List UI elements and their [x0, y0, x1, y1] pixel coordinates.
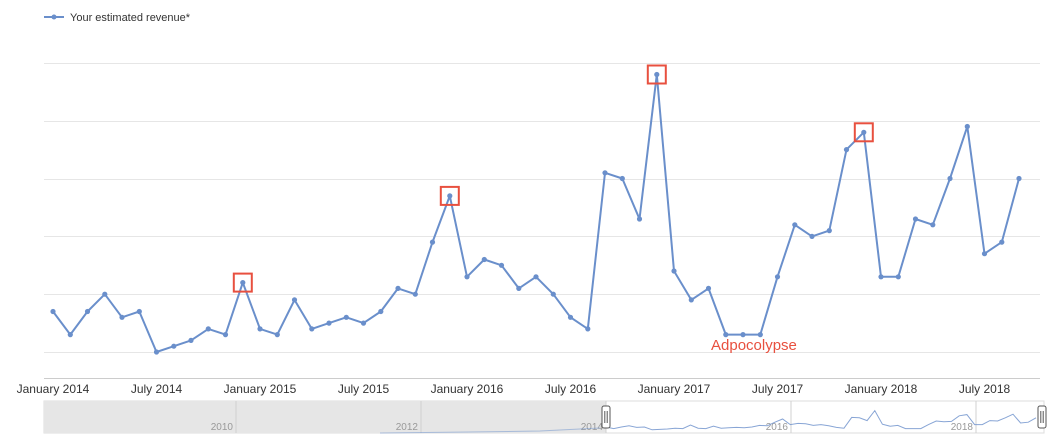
legend[interactable]: Your estimated revenue* [44, 12, 191, 24]
data-point[interactable] [533, 274, 539, 280]
x-tick-label: July 2014 [131, 382, 183, 396]
data-point[interactable] [636, 216, 643, 222]
data-point[interactable] [119, 314, 125, 320]
navigator-year-label: 2018 [951, 422, 974, 433]
data-point[interactable] [395, 285, 401, 291]
legend-marker-icon [51, 14, 57, 20]
data-point[interactable] [964, 123, 970, 130]
data-point[interactable] [153, 349, 160, 355]
data-point[interactable] [498, 262, 505, 268]
data-point[interactable] [240, 280, 246, 286]
navigator-year-label: 2014 [581, 422, 604, 433]
data-point[interactable] [188, 337, 194, 343]
navigator-unselected-mask [44, 401, 606, 433]
navigator-year-label: 2012 [396, 422, 419, 433]
x-tick-label: January 2016 [431, 382, 504, 396]
data-point[interactable] [1016, 175, 1022, 182]
data-point[interactable] [102, 291, 108, 297]
data-point[interactable] [378, 308, 384, 315]
navigator-history-line [379, 427, 601, 434]
x-tick-label: January 2018 [845, 382, 918, 396]
data-point[interactable] [136, 308, 142, 315]
series-revenue [50, 71, 1022, 355]
data-point[interactable] [792, 222, 798, 228]
data-point[interactable] [464, 274, 470, 280]
highlight-box [853, 122, 874, 143]
data-point[interactable] [481, 256, 487, 263]
data-point[interactable] [809, 233, 815, 239]
series-line [52, 73, 1020, 353]
grid-lines [44, 63, 1040, 379]
data-point[interactable] [740, 332, 746, 338]
legend-label: Your estimated revenue* [70, 12, 191, 24]
data-point[interactable] [343, 314, 349, 320]
data-point[interactable] [999, 239, 1005, 245]
data-point[interactable] [757, 332, 763, 338]
data-point[interactable] [84, 308, 91, 315]
data-point[interactable] [567, 314, 574, 320]
data-point[interactable] [550, 291, 556, 297]
navigator-handle-start[interactable] [601, 405, 611, 429]
data-point[interactable] [291, 297, 298, 303]
x-tick-label: January 2017 [638, 382, 711, 396]
annotation-adpocolypse: Adpocolypse [711, 337, 797, 354]
data-point[interactable] [895, 274, 901, 280]
x-tick-label: January 2014 [17, 382, 90, 396]
data-point[interactable] [705, 285, 712, 291]
data-point[interactable] [429, 239, 436, 245]
x-tick-label: July 2015 [338, 382, 390, 396]
data-point[interactable] [878, 274, 884, 280]
highlight-box [232, 272, 253, 293]
data-point[interactable] [654, 71, 660, 78]
data-point[interactable] [171, 343, 177, 349]
data-point[interactable] [309, 326, 315, 332]
navigator-handle-end[interactable] [1037, 405, 1047, 429]
x-tick-label: July 2017 [752, 382, 804, 396]
x-tick-label: January 2015 [224, 382, 297, 396]
data-point[interactable] [412, 291, 418, 297]
data-point[interactable] [930, 222, 936, 228]
data-point[interactable] [602, 170, 608, 176]
x-tick-label: July 2016 [545, 382, 597, 396]
data-point[interactable] [843, 147, 850, 153]
data-point[interactable] [688, 297, 694, 303]
navigator-year-label: 2010 [211, 422, 234, 433]
data-point[interactable] [205, 326, 211, 332]
navigator-year-label: 2016 [766, 422, 789, 433]
data-point[interactable] [619, 175, 625, 182]
highlight-markers [232, 64, 874, 293]
data-point[interactable] [222, 332, 229, 338]
data-point[interactable] [326, 320, 332, 326]
data-point[interactable] [67, 332, 73, 338]
data-point[interactable] [671, 268, 677, 274]
data-point[interactable] [360, 320, 367, 326]
data-point[interactable] [257, 326, 263, 332]
highlight-box [439, 185, 460, 206]
navigator-series-line [605, 409, 1037, 431]
data-point[interactable] [516, 285, 522, 291]
data-point[interactable] [826, 228, 832, 234]
data-point[interactable] [774, 274, 781, 280]
data-point[interactable] [585, 326, 591, 332]
data-point[interactable] [447, 193, 453, 199]
data-point[interactable] [861, 129, 867, 135]
data-point[interactable] [50, 308, 56, 315]
data-point[interactable] [274, 332, 280, 338]
x-axis: January 2014 July 2014 January 2015 July 20… [17, 382, 1011, 396]
data-point[interactable] [981, 251, 988, 257]
data-point[interactable] [723, 332, 729, 338]
data-point[interactable] [947, 175, 953, 182]
data-point[interactable] [912, 216, 919, 222]
x-tick-label: July 2018 [959, 382, 1011, 396]
range-navigator[interactable]: 2010 2012 2014 2016 2018 [43, 400, 1047, 434]
highlight-box [646, 64, 667, 85]
